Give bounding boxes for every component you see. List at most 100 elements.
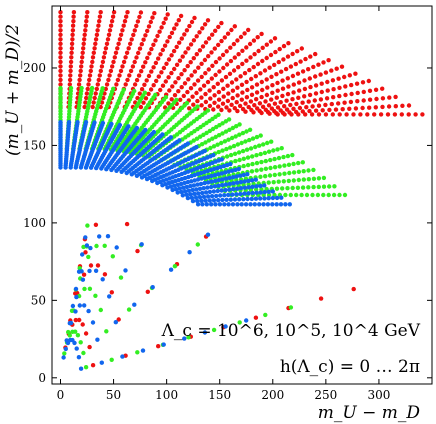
data-point <box>121 23 126 28</box>
data-point <box>211 198 217 203</box>
data-point <box>108 68 114 74</box>
data-point <box>230 125 235 131</box>
data-point <box>150 15 155 20</box>
data-point <box>90 320 96 325</box>
data-point <box>255 106 260 111</box>
data-point <box>267 65 272 70</box>
data-point <box>245 155 251 160</box>
data-point <box>223 176 229 181</box>
data-point <box>400 103 405 109</box>
data-point <box>160 47 165 53</box>
data-point <box>106 77 111 83</box>
data-point <box>254 187 259 192</box>
data-point <box>212 184 218 189</box>
data-point <box>160 132 165 137</box>
data-point <box>290 51 295 57</box>
data-point <box>64 338 69 343</box>
data-point <box>199 103 204 108</box>
data-point <box>132 28 137 33</box>
data-point <box>340 107 345 112</box>
data-point <box>198 134 203 139</box>
data-point <box>349 82 354 88</box>
data-point <box>249 178 255 183</box>
data-point <box>266 180 271 185</box>
data-point <box>118 275 124 280</box>
data-point <box>306 177 311 182</box>
data-point <box>86 82 91 87</box>
data-point <box>71 14 76 19</box>
data-point <box>367 105 372 110</box>
data-point <box>232 55 237 60</box>
data-point <box>151 129 157 135</box>
data-point <box>238 186 244 191</box>
data-point <box>67 77 73 83</box>
data-point <box>80 55 85 60</box>
y-tick-label: 50 <box>31 293 46 307</box>
data-point <box>239 82 245 88</box>
data-point <box>162 43 168 48</box>
data-point <box>242 191 247 196</box>
data-point <box>179 36 184 41</box>
data-point <box>240 148 246 154</box>
data-point <box>295 71 301 76</box>
data-point <box>206 174 211 180</box>
data-point <box>242 31 247 36</box>
data-point <box>282 104 287 109</box>
data-point <box>290 152 295 158</box>
data-point <box>202 175 207 180</box>
data-point <box>87 344 92 350</box>
data-point <box>213 134 218 140</box>
data-point <box>68 73 73 78</box>
data-point <box>301 177 306 182</box>
data-point <box>200 202 205 207</box>
data-point <box>242 185 248 190</box>
data-point <box>217 56 222 61</box>
data-point <box>344 112 349 117</box>
data-point <box>280 93 285 99</box>
data-point <box>227 108 232 113</box>
data-point <box>246 178 251 184</box>
data-point <box>239 202 244 207</box>
data-point <box>257 101 263 106</box>
data-point <box>244 129 249 134</box>
data-point <box>211 189 216 194</box>
data-point <box>238 74 243 79</box>
data-point <box>184 28 190 33</box>
data-point <box>227 187 232 192</box>
data-point <box>58 55 63 60</box>
data-point <box>372 112 377 117</box>
data-point <box>327 107 332 113</box>
data-point <box>268 52 274 58</box>
data-point <box>92 95 97 101</box>
data-point <box>287 170 292 176</box>
data-point <box>128 41 133 46</box>
data-point <box>321 175 327 181</box>
data-point <box>269 139 274 144</box>
data-point <box>266 196 271 201</box>
data-point <box>104 82 110 87</box>
data-point <box>169 53 174 58</box>
data-point <box>132 59 137 65</box>
data-point <box>300 100 305 105</box>
data-point <box>196 65 201 70</box>
data-point <box>76 355 82 360</box>
data-point <box>132 82 138 87</box>
data-point <box>275 88 280 93</box>
data-point <box>209 76 214 81</box>
data-point <box>268 157 273 163</box>
data-point <box>93 268 99 273</box>
data-point <box>207 103 213 109</box>
data-point <box>235 180 240 185</box>
data-point <box>313 51 318 57</box>
data-point <box>175 190 180 195</box>
data-point <box>85 10 90 15</box>
data-point <box>95 337 100 342</box>
data-point <box>207 198 212 203</box>
data-point <box>278 100 283 105</box>
data-point <box>153 92 158 98</box>
data-point <box>191 102 196 107</box>
data-point <box>205 194 211 199</box>
data-point <box>336 76 341 81</box>
data-point <box>321 192 326 198</box>
data-point <box>136 73 142 78</box>
